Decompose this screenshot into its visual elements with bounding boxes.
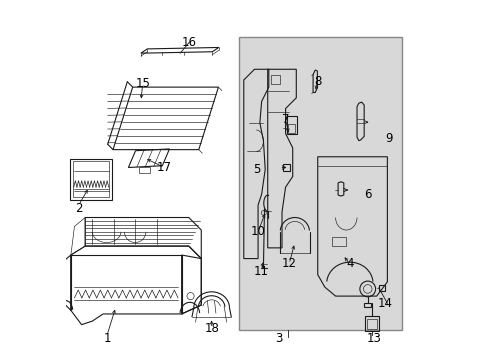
- Text: 12: 12: [281, 257, 296, 270]
- Bar: [271, 75, 280, 84]
- Text: 8: 8: [313, 75, 321, 88]
- Bar: [73, 161, 109, 197]
- Bar: [366, 319, 376, 329]
- Text: 11: 11: [254, 265, 268, 278]
- Bar: [364, 302, 370, 307]
- Bar: [139, 167, 149, 173]
- Text: 9: 9: [385, 132, 392, 145]
- Bar: [70, 158, 112, 200]
- Bar: [331, 237, 346, 246]
- Bar: [239, 37, 401, 330]
- Text: 15: 15: [135, 77, 150, 90]
- Bar: [378, 285, 384, 291]
- Text: 1: 1: [103, 333, 110, 346]
- Text: 2: 2: [75, 202, 82, 215]
- Bar: [286, 116, 296, 134]
- Text: 18: 18: [204, 322, 219, 335]
- Text: 17: 17: [156, 161, 171, 174]
- Bar: [287, 124, 294, 133]
- Text: 3: 3: [274, 333, 282, 346]
- Bar: [283, 163, 289, 171]
- Text: 16: 16: [181, 36, 196, 49]
- Text: 6: 6: [363, 188, 371, 201]
- Text: 5: 5: [253, 163, 260, 176]
- Text: 10: 10: [250, 225, 265, 238]
- Text: 13: 13: [366, 333, 381, 346]
- Bar: [365, 316, 378, 331]
- Text: 7: 7: [281, 113, 289, 126]
- Text: 14: 14: [377, 297, 392, 310]
- Text: 4: 4: [346, 257, 353, 270]
